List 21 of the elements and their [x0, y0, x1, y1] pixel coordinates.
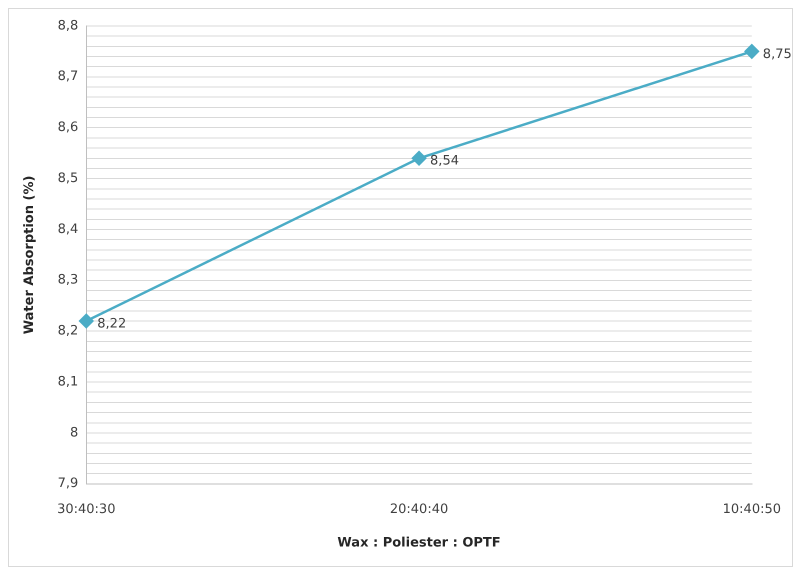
x-tick-label: 30:40:30 [57, 502, 116, 517]
y-tick-label: 8,1 [58, 374, 78, 390]
point [79, 314, 94, 328]
y-tick-label: 8,2 [58, 324, 78, 339]
x-axis-title: Wax : Poliester : OPTF [337, 536, 501, 551]
y-tick-label: 7,9 [58, 476, 78, 492]
point [744, 44, 760, 59]
data-label: 8,75 [762, 46, 792, 62]
y-tick-label: 8,7 [58, 69, 78, 84]
y-tick-label: 8,5 [58, 170, 78, 186]
y-tick-label: 8 [70, 425, 78, 440]
y-tick-label: 8,8 [58, 18, 78, 34]
y-tick-label: 8,6 [58, 120, 78, 136]
y-axis-title: Water Absorption (%) [22, 176, 38, 334]
point [412, 151, 426, 166]
y-tick-label: 8,4 [58, 222, 78, 237]
data-label: 8,22 [97, 316, 126, 332]
x-tick-label: 10:40:50 [722, 502, 781, 517]
x-tick-label: 20:40:40 [390, 502, 448, 517]
data-label: 8,54 [430, 154, 459, 169]
y-tick-label: 8,3 [58, 272, 78, 288]
